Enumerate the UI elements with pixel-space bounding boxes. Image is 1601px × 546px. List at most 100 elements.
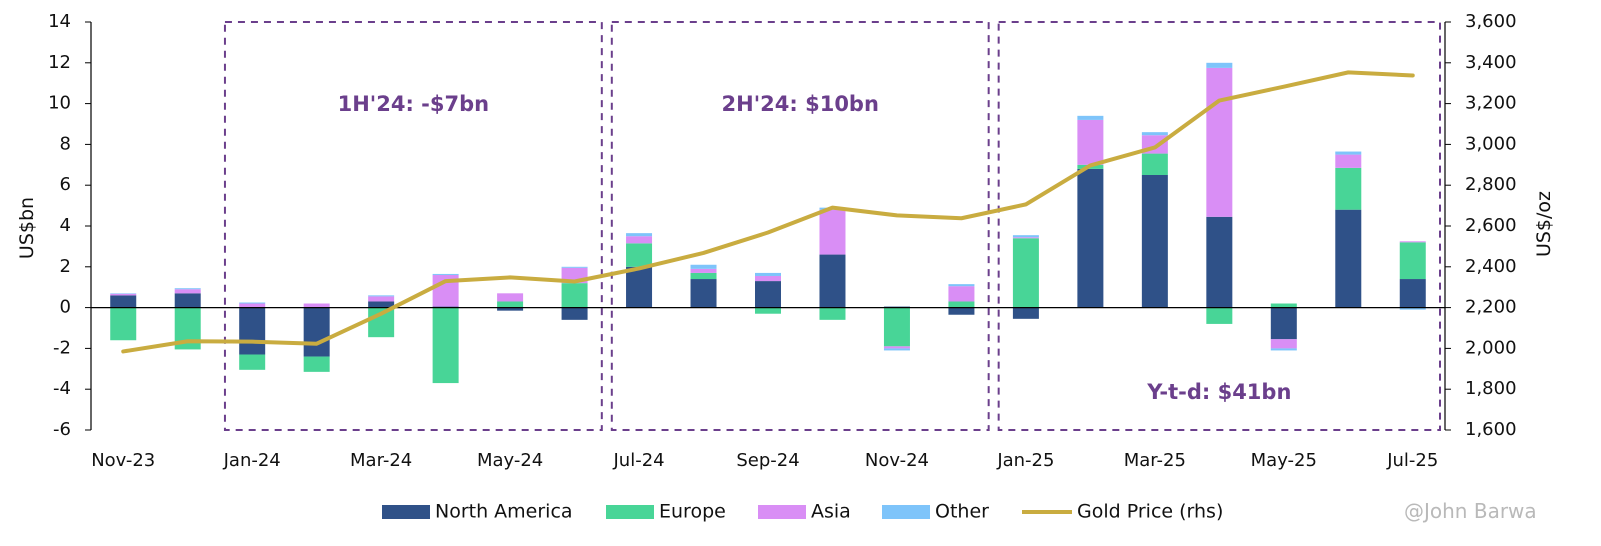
y2-tick-label: 3,000	[1465, 133, 1517, 154]
bar-segment	[690, 268, 717, 273]
bar-segment	[948, 307, 975, 315]
x-tick-label: Mar-24	[350, 450, 412, 471]
bar-segment	[626, 233, 653, 237]
bar-segment	[174, 289, 201, 294]
bar-segment	[626, 243, 653, 267]
period-box	[610, 21, 990, 431]
y2-tick-label: 2,000	[1465, 337, 1517, 358]
bar-segment	[1399, 241, 1426, 243]
bar-segment	[948, 301, 975, 308]
bar-segment	[1335, 209, 1362, 308]
y-tick-label: 10	[48, 93, 71, 114]
bar-segment	[755, 272, 781, 276]
bar-segment	[239, 302, 266, 304]
bar-segment	[1206, 307, 1233, 324]
watermark-text: @John Barwa	[1404, 499, 1537, 523]
bar-segment	[883, 348, 910, 351]
legend-label: Europe	[659, 501, 726, 523]
bar-segment	[368, 301, 395, 308]
x-tick-label: Jul-24	[612, 450, 664, 471]
bar-segment	[1270, 348, 1297, 351]
bar-segment	[174, 293, 201, 308]
bar-segment	[1335, 167, 1362, 210]
period-boxes	[223, 21, 1442, 431]
axes	[90, 22, 1446, 430]
bar-segment	[497, 307, 524, 311]
y-tick-label: 12	[48, 52, 71, 73]
bar-segment	[1270, 307, 1297, 340]
bar-segment	[1077, 119, 1104, 165]
bar-segment	[755, 275, 781, 282]
bar-segment	[110, 307, 137, 341]
bar-segment	[432, 273, 459, 275]
y-tick-label: -6	[53, 419, 71, 440]
bar-segment	[626, 266, 653, 308]
bar-segment	[1077, 115, 1104, 120]
legend-swatch	[758, 505, 806, 519]
bar-segment	[432, 307, 459, 384]
bar-segment	[755, 281, 781, 308]
bar-segment	[1141, 132, 1168, 136]
bar-segment	[1206, 216, 1233, 308]
bar-segment	[948, 284, 975, 287]
x-tick-label: May-25	[1251, 450, 1317, 471]
bar-segment	[561, 266, 588, 268]
bar-segment	[1206, 67, 1233, 217]
bar-segment	[883, 346, 910, 349]
x-tick-label: Jan-24	[223, 450, 281, 471]
period-label: 2H'24: $10bn	[722, 92, 879, 116]
period-label: 1H'24: -$7bn	[338, 92, 489, 116]
x-tick-label: Jan-25	[996, 450, 1054, 471]
y-tick-label: 4	[60, 215, 71, 236]
y2-tick-label: 3,200	[1465, 93, 1517, 114]
y-tick-label: 2	[60, 256, 71, 277]
watermark: @John Barwa	[1404, 499, 1537, 523]
bar-segment	[239, 303, 266, 308]
bar-segment	[1012, 235, 1039, 238]
bar-segment	[755, 307, 781, 314]
bar-segment	[497, 293, 524, 302]
bar-segment	[174, 288, 201, 290]
bar-segment	[561, 307, 588, 320]
y-tick-label: 0	[60, 297, 71, 318]
bar-segment	[690, 272, 717, 280]
y-tick-label: -4	[53, 378, 71, 399]
legend-label: Other	[935, 501, 989, 523]
y-tick-label: 8	[60, 133, 71, 154]
bar-segment	[1012, 237, 1039, 239]
bar-segment	[110, 293, 137, 294]
y-tick-label: 6	[60, 174, 71, 195]
legend-label: Asia	[811, 501, 851, 523]
bar-segment	[303, 307, 330, 357]
y2-tick-label: 2,200	[1465, 297, 1517, 318]
y2-tick-label: 3,600	[1465, 11, 1517, 32]
bar-segment	[1012, 307, 1039, 319]
y-axis-ticks: -6 -4 -2 0 2 4 6 8 10 12 14	[48, 11, 91, 440]
y-tick-label: 14	[48, 11, 71, 32]
y2-axis-title: US$/oz	[1533, 191, 1555, 257]
bar-segment	[239, 354, 266, 370]
bar-segment	[1399, 279, 1426, 308]
x-tick-label: Jul-25	[1386, 450, 1438, 471]
y2-tick-label: 1,800	[1465, 378, 1517, 399]
y2-axis-ticks: 1,600 1,800 2,000 2,200 2,400 2,600 2,800 3,000…	[1445, 11, 1517, 440]
period-label: Y-t-d: $41bn	[1146, 380, 1291, 404]
legend-label: North America	[435, 501, 573, 523]
bar-segment	[239, 307, 266, 355]
bar-segment	[1270, 303, 1297, 308]
bar-segment	[1270, 339, 1297, 349]
bar-segment	[1141, 153, 1168, 175]
x-tick-label: Sep-24	[736, 450, 799, 471]
bar-segment	[561, 283, 588, 308]
bar-segment	[497, 301, 524, 308]
bar-segment	[1335, 154, 1362, 168]
bar-segment	[110, 295, 137, 308]
y2-tick-label: 2,800	[1465, 174, 1517, 195]
legend-swatch	[606, 505, 654, 519]
x-tick-label: Nov-24	[865, 450, 929, 471]
bar-segment	[883, 307, 910, 347]
period-labels: 1H'24: -$7bn 2H'24: $10bn Y-t-d: $41bn	[338, 92, 1292, 404]
legend-swatch	[882, 505, 930, 519]
gold-price-line	[121, 70, 1415, 354]
bar-segment	[368, 295, 395, 297]
